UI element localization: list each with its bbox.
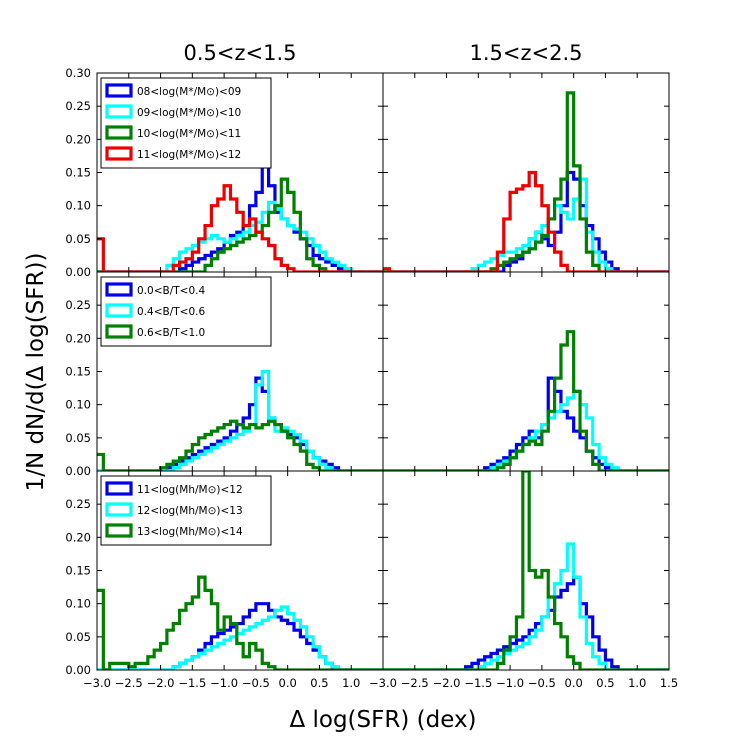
xtick-label-c0-1: −2.5 (115, 676, 143, 690)
histogram-series-r1c1-s1 (383, 389, 669, 471)
xtick-label-c0-4: −1.0 (210, 676, 238, 690)
legend-swatch-r2-1 (105, 502, 133, 517)
ytick-label-r2-4: 0.20 (65, 530, 91, 544)
ytick-label-r2-1: 0.05 (65, 630, 91, 644)
ytick-label-r1-0: 0.00 (65, 464, 91, 478)
histogram-series-r0c1-s1 (383, 177, 669, 272)
ytick-label-r1-1: 0.05 (65, 431, 91, 445)
ytick-label-r0-2: 0.10 (65, 199, 91, 213)
ytick-label-r0-5: 0.25 (65, 99, 91, 113)
panel-frame-r2c1 (382, 470, 670, 671)
histogram-series-r1c1-s2 (383, 330, 669, 471)
histogram-series-r0c0-s0 (97, 164, 383, 272)
ytick-label-r2-5: 0.25 (65, 497, 91, 511)
histogram-series-r0c1-s3 (383, 170, 669, 272)
ytick-label-r1-4: 0.20 (65, 331, 91, 345)
column-title-right: 1.5<z<2.5 (469, 41, 582, 65)
xtick-label-c0-5: −0.5 (242, 676, 270, 690)
legend-label-r0-2: 10<log(M*/M⊙)<11 (137, 128, 241, 140)
legend-swatch-r0-2 (105, 125, 133, 140)
legend-swatch-r0-1 (105, 104, 133, 119)
ytick-label-r2-3: 0.15 (65, 564, 91, 578)
ytick-label-r2-0: 0.00 (65, 663, 91, 677)
xtick-label-c1-5: −0.5 (528, 676, 556, 690)
xtick-label-c1-4: −1.0 (496, 676, 524, 690)
legend-label-r0-3: 11<log(M*/M⊙)<12 (137, 149, 241, 161)
histogram-series-r0c0-s2 (97, 177, 383, 272)
xtick-label-c1-1: −2.5 (401, 676, 429, 690)
histogram-series-r2c0-s0 (97, 602, 383, 670)
xtick-label-c0-3: −1.5 (178, 676, 206, 690)
xtick-label-c1-9: 1.5 (660, 676, 678, 690)
legend-swatch-r1-1 (105, 303, 133, 318)
xtick-label-c1-6: 0.0 (565, 676, 583, 690)
column-title-left: 0.5<z<1.5 (183, 41, 296, 65)
xtick-label-c1-7: 0.5 (596, 676, 614, 690)
legend-swatch-r1-0 (105, 282, 133, 297)
ytick-label-r2-2: 0.10 (65, 597, 91, 611)
ytick-label-r0-3: 0.15 (65, 166, 91, 180)
legend-swatch-r0-0 (105, 83, 133, 98)
histogram-series-r2c0-s2 (97, 575, 383, 670)
xtick-label-c0-0: −3.0 (83, 676, 111, 690)
legend-label-r0-0: 08<log(M*/M⊙)<09 (137, 86, 241, 98)
panel-frame-r0c1 (382, 72, 670, 273)
legend-box-r1 (100, 276, 272, 347)
histogram-series-r0c0-s3 (97, 184, 383, 272)
ytick-label-r1-5: 0.25 (65, 298, 91, 312)
x-axis-label: Δ log(SFR) (dex) (289, 707, 476, 733)
xtick-label-c0-2: −2.0 (147, 676, 175, 690)
xtick-label-c0-8: 1.0 (342, 676, 360, 690)
xtick-label-c1-3: −1.5 (464, 676, 492, 690)
legend-label-r2-1: 12<log(Mh/M⊙)<13 (137, 505, 243, 517)
xtick-label-c1-2: −2.0 (433, 676, 461, 690)
legend-box-r2 (100, 475, 272, 546)
histogram-series-r2c0-s1 (97, 605, 383, 670)
legend-label-r1-1: 0.4<B/T<0.6 (137, 306, 205, 318)
legend-label-r1-0: 0.0<B/T<0.4 (137, 285, 205, 297)
histogram-series-r2c1-s0 (383, 575, 669, 670)
histogram-series-r1c0-s2 (97, 419, 383, 471)
legend-swatch-r2-0 (105, 481, 133, 496)
ytick-label-r1-2: 0.10 (65, 398, 91, 412)
xtick-label-c1-0: −3.0 (369, 676, 397, 690)
ytick-label-r0-6: 0.30 (65, 66, 91, 80)
legend-label-r0-1: 09<log(M*/M⊙)<10 (137, 107, 241, 119)
legend-label-r1-2: 0.6<B/T<1.0 (137, 327, 205, 339)
histogram-series-r0c0-s1 (97, 200, 383, 272)
legend-swatch-r0-3 (105, 146, 133, 161)
xtick-label-c1-8: 1.0 (628, 676, 646, 690)
ytick-label-r0-1: 0.05 (65, 232, 91, 246)
legend-label-r2-0: 11<log(Mh/M⊙)<12 (137, 484, 243, 496)
histogram-series-r0c1-s2 (383, 91, 669, 272)
ytick-label-r1-3: 0.15 (65, 365, 91, 379)
histogram-series-r2c1-s2 (383, 471, 669, 670)
y-axis-label: 1/N dN/d(Δ log(SFR)) (23, 253, 49, 492)
histogram-series-r0c1-s0 (383, 170, 669, 272)
ytick-label-r0-4: 0.20 (65, 132, 91, 146)
ytick-label-r0-0: 0.00 (65, 265, 91, 279)
panel-frame-r1c1 (382, 271, 670, 472)
legend-swatch-r2-2 (105, 523, 133, 538)
legend-box-r0 (100, 77, 272, 169)
histogram-series-r2c1-s1 (383, 542, 669, 670)
histogram-series-r1c0-s1 (97, 369, 383, 471)
histogram-series-r1c1-s0 (383, 376, 669, 471)
xtick-label-c0-7: 0.5 (310, 676, 328, 690)
xtick-label-c0-6: 0.0 (279, 676, 297, 690)
legend-swatch-r1-2 (105, 324, 133, 339)
legend-label-r2-2: 13<log(Mh/M⊙)<14 (137, 526, 243, 538)
